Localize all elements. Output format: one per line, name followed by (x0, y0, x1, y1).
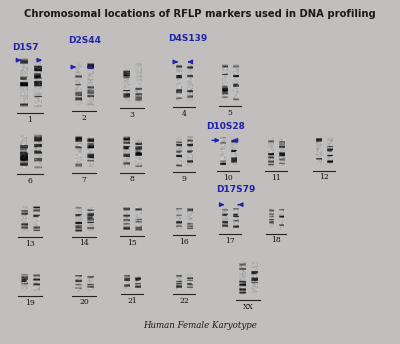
Text: 7: 7 (82, 176, 86, 184)
Text: 8: 8 (130, 175, 134, 183)
Text: 6: 6 (28, 177, 32, 185)
Text: 15: 15 (127, 239, 137, 247)
Text: 13: 13 (25, 240, 35, 248)
Text: 12: 12 (319, 173, 329, 181)
Text: 16: 16 (179, 238, 189, 246)
Text: 3: 3 (130, 111, 134, 119)
Text: D2S44: D2S44 (68, 36, 101, 45)
Text: 19: 19 (25, 299, 35, 307)
Text: Chromosomal locations of RFLP markers used in DNA profiling: Chromosomal locations of RFLP markers us… (24, 9, 376, 19)
Text: 2: 2 (82, 114, 86, 121)
Text: 17: 17 (225, 237, 235, 245)
Text: D4S139: D4S139 (168, 34, 207, 43)
Text: 4: 4 (182, 110, 186, 118)
Text: D1S7: D1S7 (12, 43, 39, 52)
Text: 11: 11 (271, 174, 281, 182)
Text: 9: 9 (182, 175, 186, 183)
Text: 22: 22 (179, 297, 189, 305)
Text: 18: 18 (271, 237, 281, 245)
Text: 14: 14 (79, 239, 89, 247)
Text: D10S28: D10S28 (206, 122, 245, 131)
Text: 10: 10 (223, 174, 233, 182)
Text: 1: 1 (28, 116, 32, 124)
Text: XX: XX (243, 303, 253, 311)
Text: D17S79: D17S79 (216, 185, 255, 194)
Text: 5: 5 (228, 109, 232, 117)
Text: 20: 20 (79, 299, 89, 307)
Text: Human Female Karyotype: Human Female Karyotype (143, 321, 257, 330)
Text: 21: 21 (127, 297, 137, 305)
